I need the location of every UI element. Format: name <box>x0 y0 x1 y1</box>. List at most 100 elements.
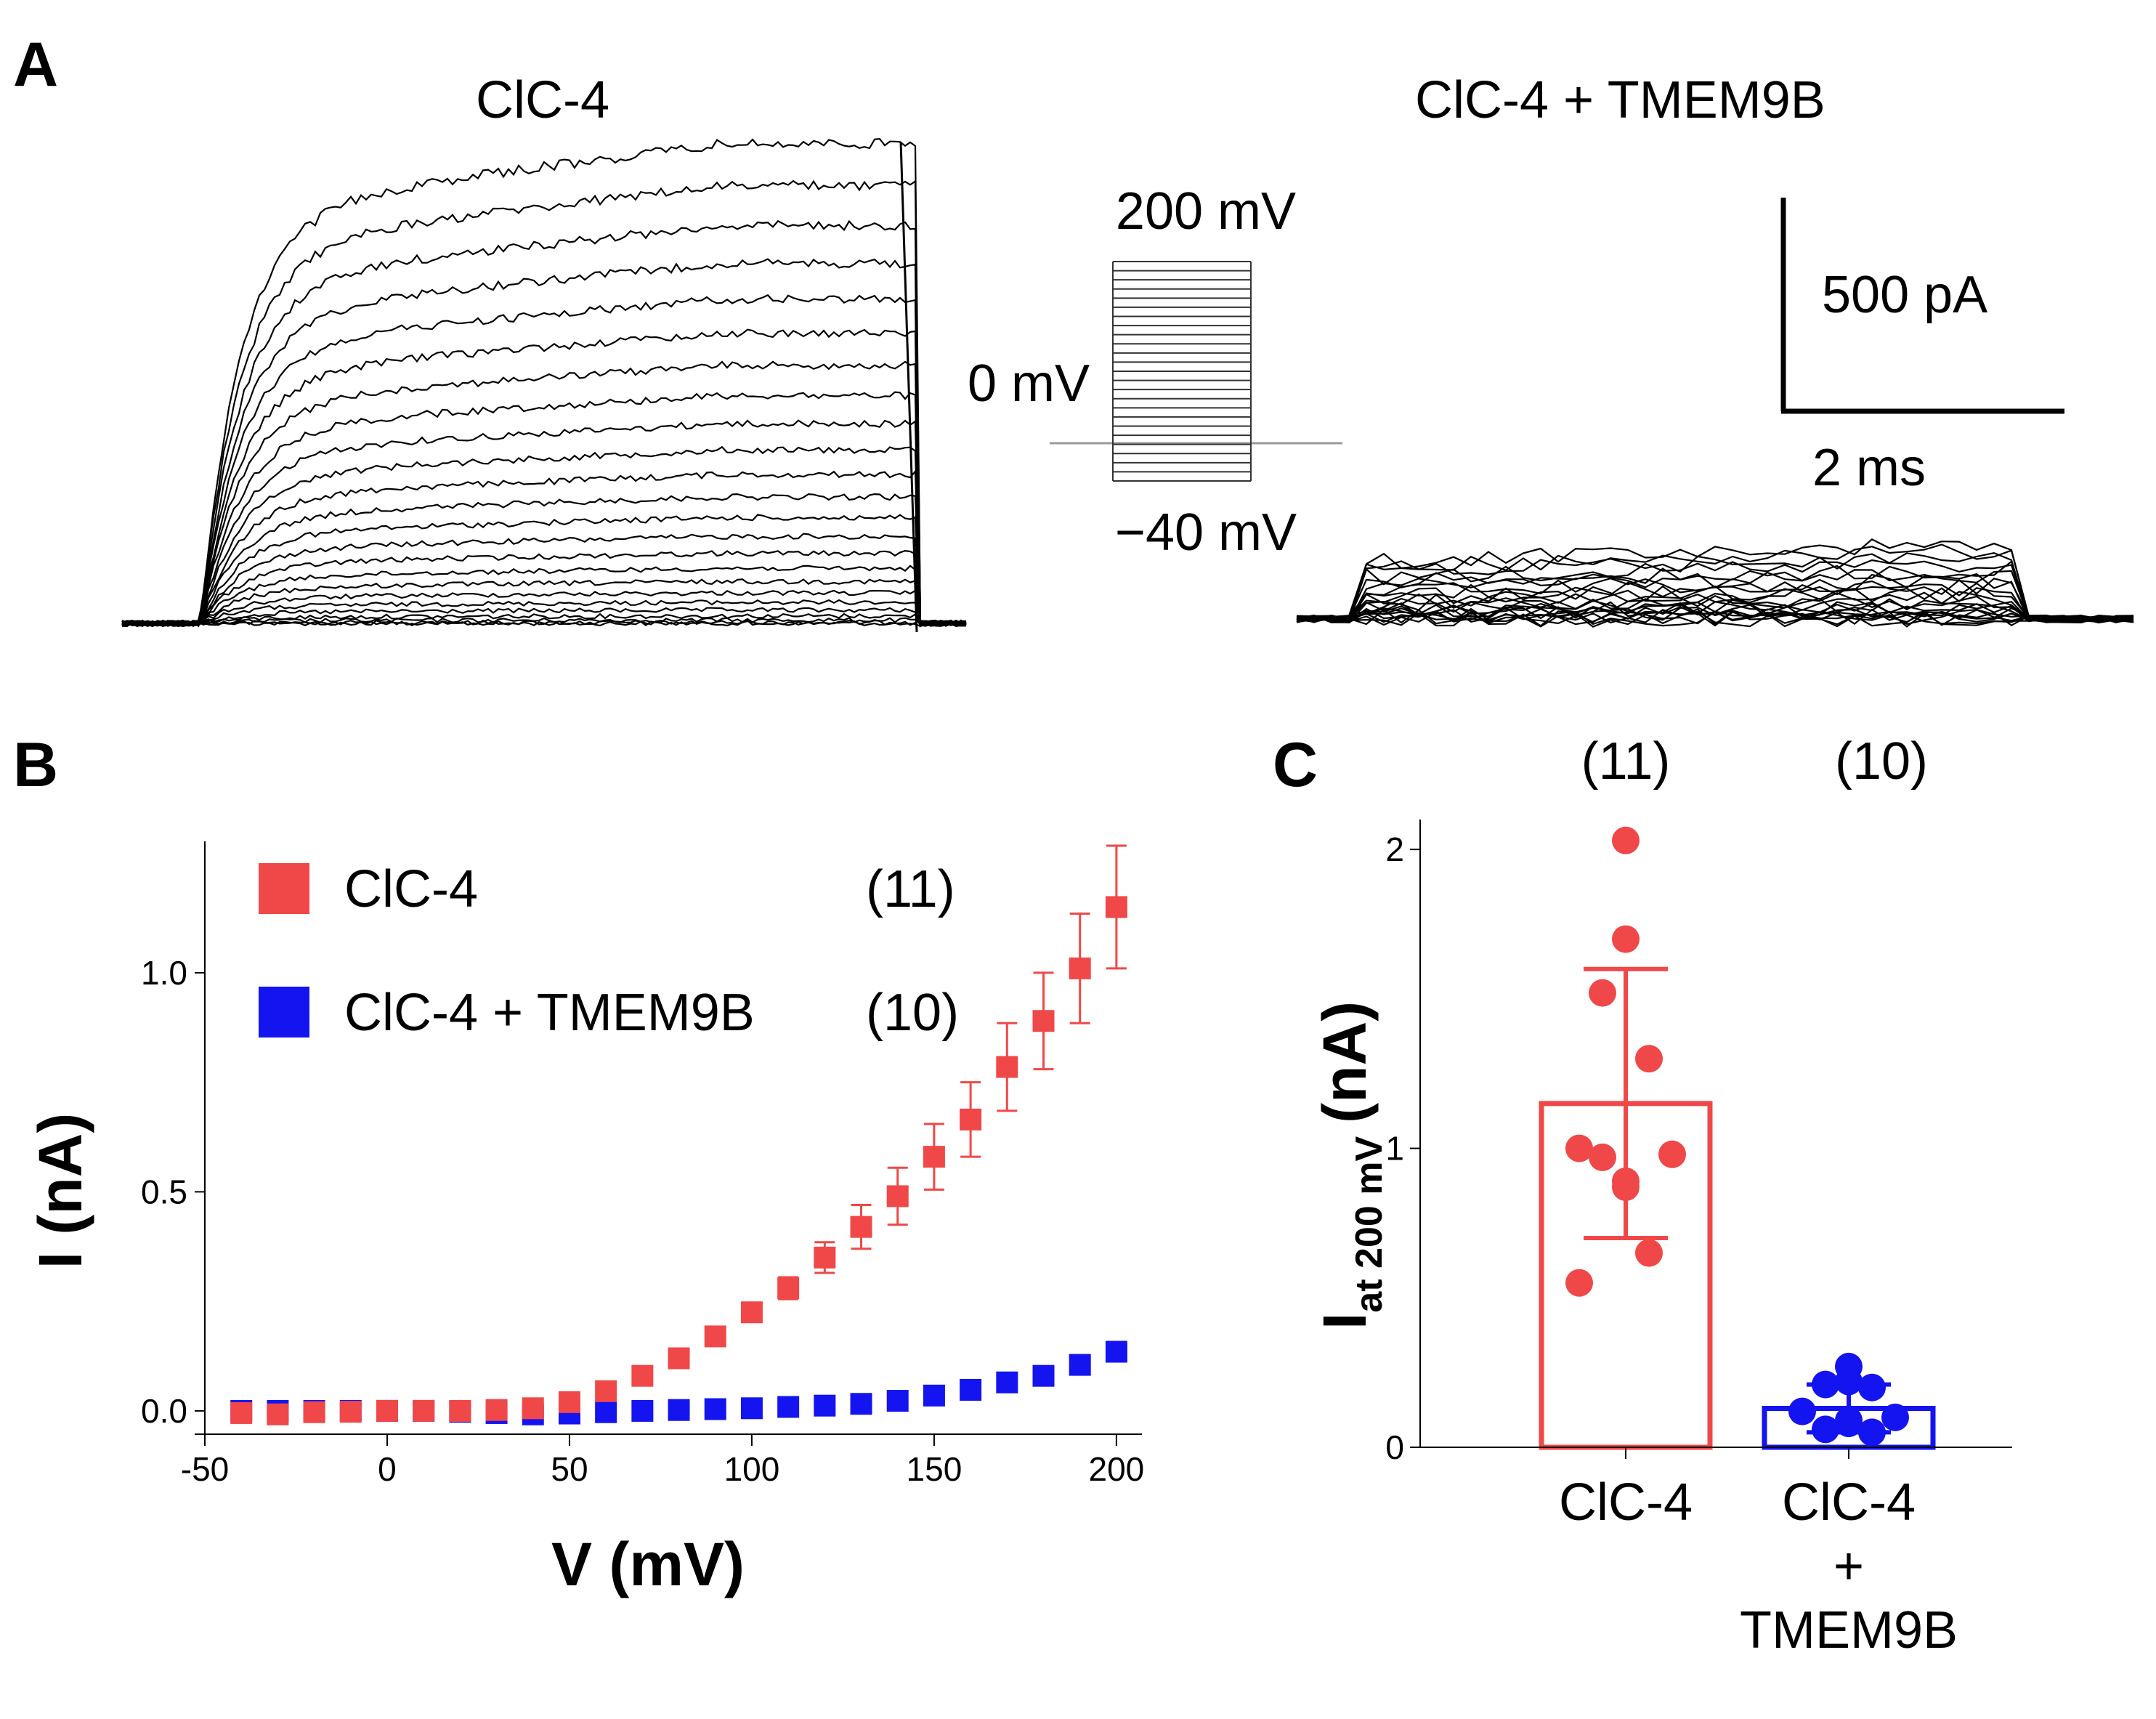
x-axis-title: V (mV) <box>551 1530 745 1598</box>
iv-chart-points <box>230 896 1127 1425</box>
data-point-clc4-tmem9b <box>668 1399 690 1421</box>
trace-line <box>121 617 967 628</box>
protocol-top-label: 200 mV <box>1116 182 1296 240</box>
trace-line <box>121 219 967 627</box>
capacitive-transient <box>899 141 918 633</box>
data-point <box>1812 1415 1839 1444</box>
trace-line <box>121 419 967 628</box>
data-point-clc4-tmem9b <box>595 1401 617 1423</box>
data-point <box>1589 1143 1616 1171</box>
x-tick-label: 0 <box>378 1450 397 1488</box>
trace-line <box>1296 597 2134 623</box>
data-point-clc4 <box>814 1246 836 1269</box>
scale-bar: 500 pA 2 ms <box>1780 198 2064 497</box>
data-point-clc4-tmem9b <box>631 1399 654 1422</box>
trace-line <box>121 137 967 628</box>
data-point-clc4-tmem9b <box>814 1394 836 1417</box>
data-point-clc4-tmem9b <box>704 1398 726 1420</box>
data-point-clc4 <box>1069 957 1091 979</box>
data-point <box>1612 925 1640 953</box>
voltage-protocol: 200 mV 0 mV −40 mV <box>968 182 1342 562</box>
trace-line <box>121 565 967 628</box>
y-tick-label: 1 <box>1385 1130 1404 1168</box>
x-tick-label: 150 <box>907 1450 962 1488</box>
y-tick-label: 1.0 <box>141 954 187 992</box>
protocol-steps <box>1112 261 1252 482</box>
y-axis-title-main: I <box>1310 1313 1379 1330</box>
data-point-clc4-tmem9b <box>740 1397 763 1420</box>
data-point <box>1658 1140 1686 1168</box>
trace-line <box>1296 587 2134 623</box>
trace-line <box>1296 543 2134 623</box>
scale-bar-current-label: 500 pA <box>1822 266 1987 324</box>
trace-line <box>1296 602 2134 623</box>
trace-line <box>1296 538 2134 623</box>
trace-line <box>121 360 967 627</box>
protocol-bottom-label: −40 mV <box>1115 503 1297 562</box>
legend-n: (11) <box>866 860 955 918</box>
iv-chart: 0.0 0.5 1.0 -50 0 50 100 150 200 V (mV) I (nA) ClC… <box>26 841 1144 1598</box>
panel-a-letter: A <box>13 30 58 100</box>
data-point-clc4 <box>668 1347 690 1370</box>
data-point-clc4 <box>558 1391 580 1413</box>
data-point <box>1565 1134 1593 1162</box>
data-point <box>1788 1397 1816 1425</box>
data-point-clc4-tmem9b <box>850 1393 872 1415</box>
data-point <box>1835 1367 1863 1396</box>
data-point <box>1881 1403 1909 1431</box>
data-point <box>1612 826 1640 854</box>
y-axis-title-unit: (nA) <box>1310 1001 1379 1123</box>
data-point-clc4 <box>230 1402 253 1424</box>
clc4-tmem9b-n-label: (10) <box>1835 732 1928 790</box>
trace-line <box>121 294 967 628</box>
clc4-tmem9b-current-traces <box>1296 538 2134 628</box>
panel-b-letter: B <box>13 730 58 800</box>
y-tick-label: 0.5 <box>141 1173 187 1210</box>
data-point-clc4 <box>740 1301 763 1324</box>
data-point-clc4-tmem9b <box>923 1384 945 1407</box>
trace-line <box>1296 551 2134 624</box>
trace-line <box>121 179 967 628</box>
data-point-clc4 <box>704 1325 726 1348</box>
protocol-hold-label: 0 mV <box>968 355 1090 413</box>
trace-line <box>1296 559 2134 623</box>
data-point <box>1858 1373 1886 1402</box>
trace-line <box>1296 569 2134 623</box>
trace-line <box>121 589 967 627</box>
x-tick-label: 100 <box>724 1450 780 1488</box>
data-point-clc4-tmem9b <box>777 1396 800 1418</box>
trace-line <box>121 599 967 627</box>
clc4-tmem9b-trace-title: ClC-4 + TMEM9B <box>1415 71 1825 129</box>
data-point-clc4 <box>631 1364 654 1387</box>
data-point-clc4 <box>376 1399 398 1422</box>
y-axis-title-subscript: at 200 mV <box>1348 1136 1390 1313</box>
y-axis-title-text: Iat 200 mV (nA) <box>1310 1001 1390 1330</box>
trace-line <box>121 549 967 627</box>
y-tick-label: 2 <box>1385 830 1404 868</box>
clc4-trace-title: ClC-4 <box>476 71 609 129</box>
trace-line <box>121 514 967 627</box>
x-category-label: TMEM9B <box>1740 1601 1958 1659</box>
scale-bar-time-label: 2 ms <box>1812 439 1926 497</box>
data-point-clc4 <box>996 1056 1018 1078</box>
data-point-clc4 <box>923 1146 945 1168</box>
trace-line <box>121 578 967 627</box>
y-tick-label: 0.0 <box>141 1392 187 1430</box>
trace-line <box>121 258 967 627</box>
trace-line <box>1296 607 2134 626</box>
data-point-clc4 <box>267 1403 289 1425</box>
data-point-clc4 <box>449 1399 471 1422</box>
data-point <box>1635 1045 1663 1073</box>
bar-chart-error-bars <box>1584 966 1891 1435</box>
trace-line <box>121 445 967 628</box>
iv-chart-axes: 0.0 0.5 1.0 -50 0 50 100 150 200 V (mV) I (nA) <box>26 841 1144 1598</box>
data-point-clc4 <box>413 1399 435 1422</box>
data-point-clc4-tmem9b <box>996 1371 1018 1394</box>
trace-line <box>121 533 967 627</box>
data-point-clc4-tmem9b <box>1105 1340 1127 1363</box>
data-point-clc4-tmem9b <box>960 1378 982 1401</box>
trace-line <box>1296 610 2134 628</box>
